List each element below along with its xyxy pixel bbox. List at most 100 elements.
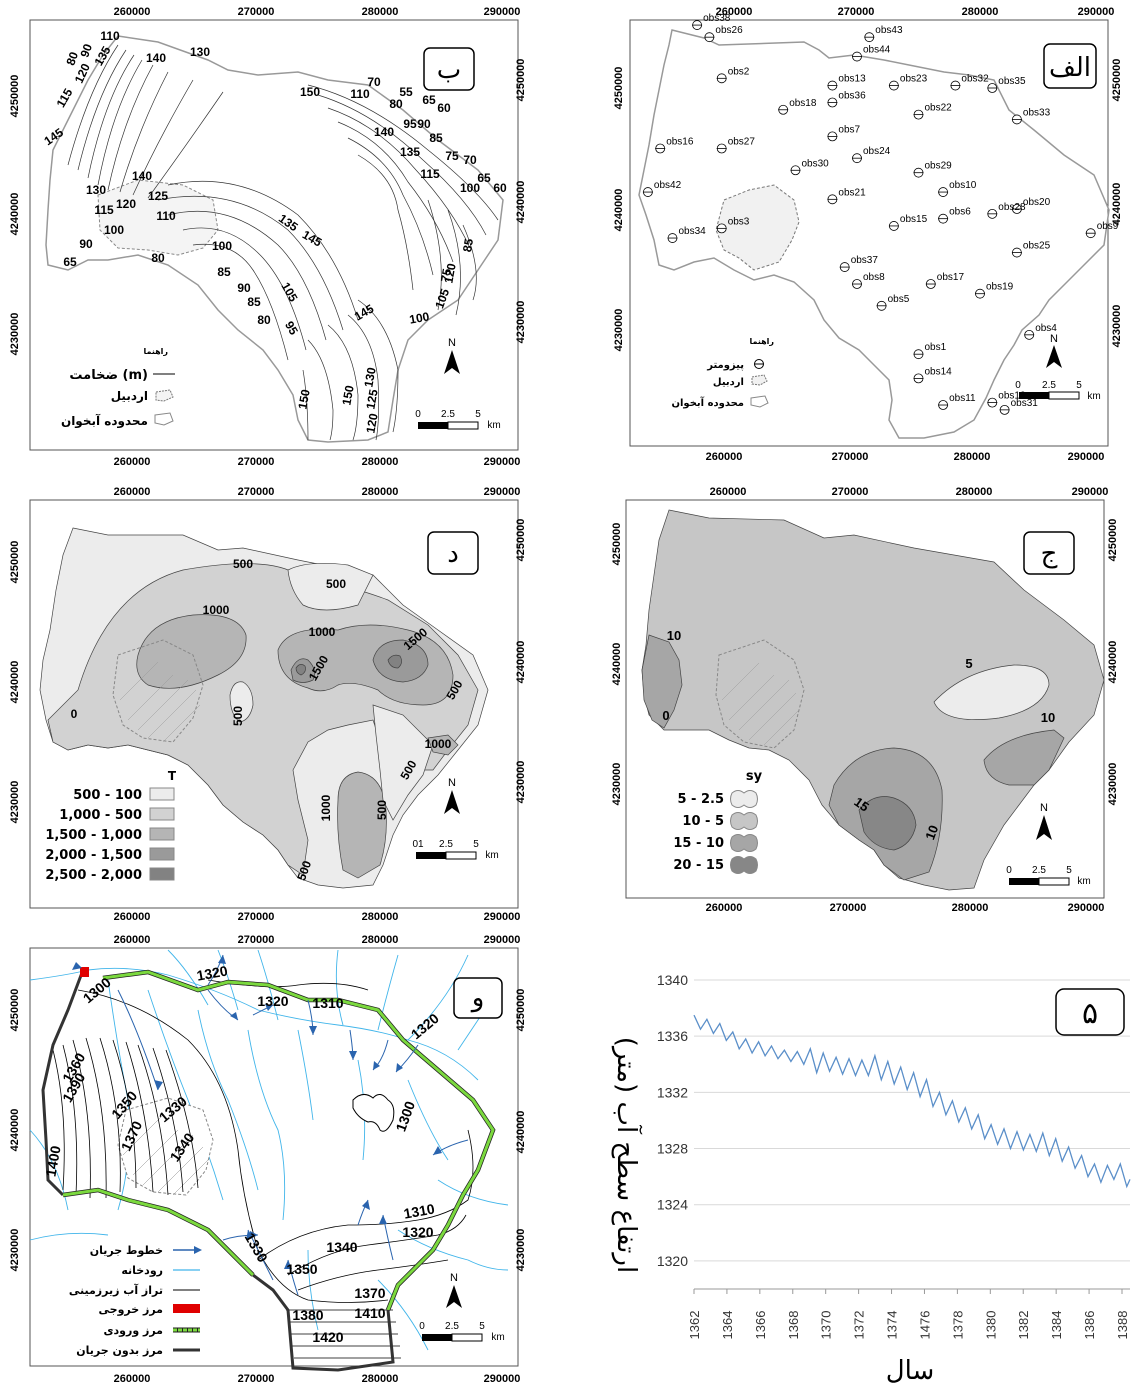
contour-label: 80	[389, 97, 403, 111]
be-ytick-left-4240000: 4240000	[9, 193, 21, 236]
piezometer-label: obs24	[863, 146, 891, 157]
contour-label: 0	[662, 708, 669, 723]
legend-swatch	[730, 834, 758, 852]
dal-north-arrow: N	[444, 777, 460, 814]
dal-zone-mid-island	[229, 681, 254, 723]
piezometer-label: obs12	[998, 391, 1026, 402]
y-tick-label: 1328	[657, 1141, 688, 1157]
contour-label: 70	[463, 153, 477, 167]
dal-ytick-left-4240000: 4240000	[9, 661, 21, 704]
dal-zone-1000-1500-west	[136, 614, 247, 689]
contour-label: 100	[104, 223, 124, 237]
be-north-label: N	[448, 337, 456, 349]
jim-ytick-right-4250000: 4250000	[1107, 519, 1119, 562]
jim-xtick-top-260000: 260000	[710, 486, 747, 498]
x-tick-label: 1382	[1016, 1311, 1031, 1340]
dal-ytick-left-4230000: 4230000	[9, 781, 21, 824]
vav-outflow-boundary	[80, 967, 89, 977]
vav-legend-noflow: مرز بدون جریان	[76, 1344, 163, 1357]
contour-label: 1370	[354, 1285, 385, 1301]
contour-label: 500	[326, 577, 346, 591]
jim-zone-10-15-west	[641, 634, 683, 729]
alef-xtick-top-280000: 280000	[962, 6, 999, 18]
be-xtick-top-280000: 280000	[362, 6, 399, 18]
contour-label: 1400	[42, 1144, 63, 1178]
piezometer-label: obs19	[986, 282, 1014, 293]
jim-ytick-left-4230000: 4230000	[611, 763, 623, 806]
piezometer-label: obs37	[851, 255, 879, 266]
contour-label: 80	[63, 50, 81, 68]
dal-ytick-right-4250000: 4250000	[515, 519, 527, 562]
jim-scale-bar: 0 2.5 5 km	[1006, 865, 1090, 887]
x-tick-label: 1476	[917, 1311, 932, 1340]
piezometer-label: obs38	[703, 13, 731, 24]
contour-label: 85	[217, 265, 231, 279]
contour-label: 125	[148, 189, 168, 203]
contour-label: 70	[367, 75, 381, 89]
dal-xtick-top-270000: 270000	[238, 486, 275, 498]
jim-north-arrow: N	[1036, 802, 1052, 840]
vav-ytick-right-4240000: 4240000	[515, 1111, 527, 1154]
piezometer-label: obs44	[863, 45, 891, 56]
vav-scale-km: km	[491, 1332, 504, 1343]
contour-label: 60	[437, 101, 451, 115]
contour-label: 90	[77, 42, 95, 60]
north-arrow-icon	[444, 350, 460, 374]
dal-scale-25: 2.5	[439, 839, 453, 850]
jim-xtick-bottom-290000: 290000	[1068, 902, 1105, 914]
hydrograph-y-ticks: 1320 1324 1328 1332 1336 1340	[657, 972, 688, 1269]
arrow-icon	[72, 962, 82, 970]
legend-label: 1,500 - 1,000	[45, 828, 142, 843]
dal-xtick-bottom-280000: 280000	[362, 911, 399, 923]
piezometer-label: obs42	[654, 180, 682, 191]
he-tag-box	[1055, 988, 1125, 1036]
jim-legend: 5 - 2.5 10 - 5 15 - 10 20 - 15	[673, 790, 758, 874]
jim-legend-title: sy	[746, 769, 763, 784]
dal-scale-km: km	[485, 850, 498, 861]
contour-label: 100	[460, 181, 480, 195]
contour-label: 500	[231, 706, 245, 726]
jim-zone-10-15-east	[983, 729, 1065, 786]
legend-label: 1,000 - 500	[59, 808, 142, 823]
contour-label: 1000	[309, 625, 336, 639]
y-tick-label: 1340	[657, 972, 688, 988]
contour-label: 1350	[286, 1261, 317, 1277]
piezometer-label: obs11	[949, 393, 976, 404]
alef-north-label: N	[1050, 333, 1058, 345]
contour-label: 55	[399, 85, 413, 99]
piezometer-label: obs32	[961, 74, 989, 85]
city-icon	[751, 374, 768, 386]
contour-label: 95	[282, 319, 301, 338]
vav-scale-bar: 0 2.5 5 km	[419, 1321, 504, 1343]
jim-panel-tag: ج	[1041, 539, 1058, 569]
contour-label: 1420	[312, 1329, 343, 1345]
be-scale-0: 0	[415, 409, 421, 420]
contour-label: 1320	[257, 993, 288, 1009]
legend-label: 20 - 15	[673, 858, 724, 873]
be-xtick-bottom-260000: 260000	[114, 456, 151, 468]
vav-ytick-left-4250000: 4250000	[9, 989, 21, 1032]
dal-legend: 500 - 100 1,000 - 500 1,500 - 1,000 2,000 -…	[45, 787, 175, 883]
contour-label: 15	[851, 794, 871, 815]
piezometer-label: obs35	[998, 76, 1026, 87]
alef-xtick-top-260000: 260000	[716, 6, 753, 18]
dal-scale-bar: 01 2.5 5 km	[412, 839, 498, 861]
legend-swatch	[730, 856, 758, 874]
alef-ytick-right-4240000: 4240000	[1111, 183, 1123, 226]
city-icon	[155, 389, 174, 402]
jim-scale-km: km	[1077, 876, 1090, 887]
y-tick-label: 1320	[657, 1253, 688, 1269]
piezometer-label: obs14	[925, 366, 953, 377]
contour-label: 95	[403, 117, 417, 131]
alef-xtick-bottom-280000: 280000	[954, 451, 991, 463]
be-legend-title: راهنما	[143, 347, 168, 356]
hydrograph-series-line	[693, 1014, 1131, 1189]
legend-swatch	[149, 867, 175, 881]
alef-legend-title: راهنما	[749, 337, 774, 346]
legend-label: 500 - 100	[73, 788, 142, 803]
legend-swatch	[149, 807, 175, 821]
contour-label: 140	[132, 169, 152, 183]
alef-ytick-right-4250000: 4250000	[1111, 59, 1123, 102]
contour-label: 5	[965, 656, 972, 671]
y-tick-label: 1324	[657, 1197, 688, 1213]
